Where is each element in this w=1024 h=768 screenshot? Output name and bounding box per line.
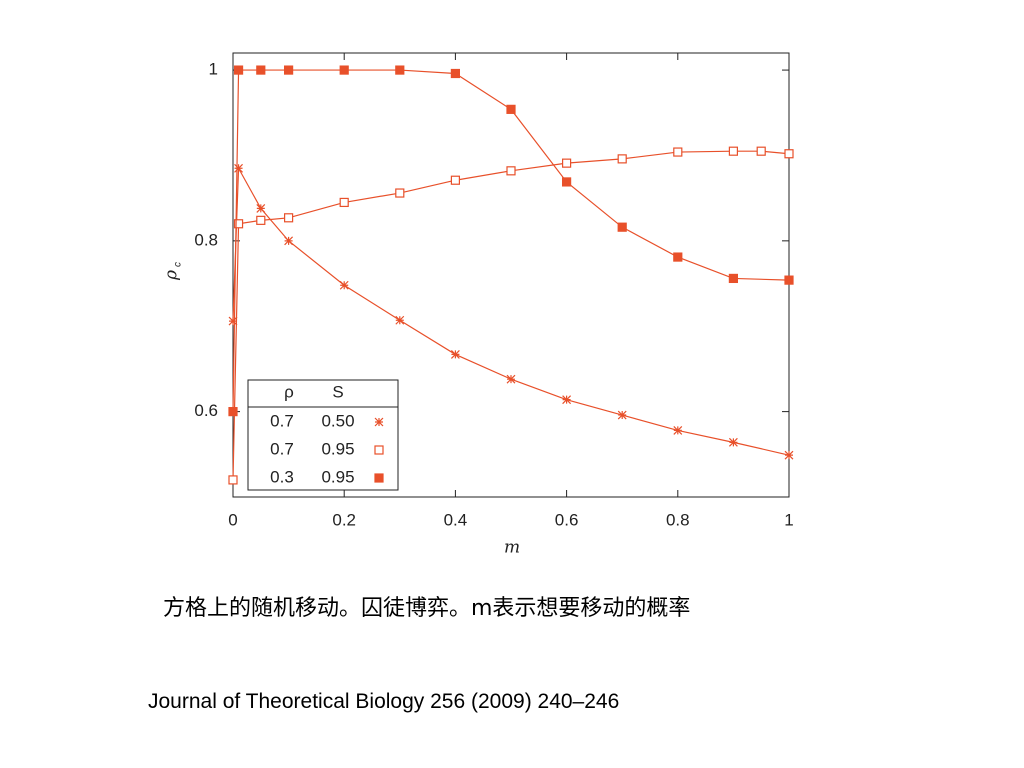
legend-marker [374,417,384,427]
caption: 方格上的随机移动。囚徒博弈。m表示想要移动的概率 [163,596,691,621]
y-axis-label-group: ρ c [162,262,184,281]
marker [256,65,266,75]
marker [228,407,238,417]
marker [234,163,243,173]
legend-rho: 0.7 [270,411,294,430]
legend-marker [374,445,384,455]
x-tick-label: 0.2 [332,510,356,529]
x-tick-label: 0.8 [666,510,690,529]
marker [617,154,627,164]
y-tick-label: 0.8 [194,230,218,249]
y-axis-label: ρ [162,270,182,281]
legend-rho: 0.3 [270,467,294,486]
marker [506,166,516,176]
marker [673,425,683,435]
marker [784,450,794,460]
legend-rho: 0.7 [270,439,294,458]
marker [728,437,738,447]
plot-frame [232,52,790,498]
marker [339,197,349,208]
chart: m ρ c ρ S 0 0.2 0.4 0.6 0.8 1 0.6 0.8 1 0.7 0.50 0.… [162,52,794,558]
marker [784,149,794,159]
marker [284,65,294,75]
legend-s: 0.50 [321,411,354,430]
marker [233,65,244,75]
marker [395,65,405,75]
marker [506,374,516,384]
marker [284,236,294,246]
marker [617,410,627,420]
citation: Journal of Theoretical Biology 256 (2009… [148,690,620,713]
marker [784,275,794,285]
legend-s: 0.95 [321,439,354,458]
x-tick-label: 0 [228,510,237,529]
marker [395,315,405,325]
y-axis-label-sub: c [173,262,184,267]
marker [233,219,244,229]
x-tick-label: 1 [784,510,793,529]
marker [673,147,683,157]
marker [339,65,349,75]
marker [450,349,460,359]
marker [756,146,766,156]
x-tick-label: 0.6 [555,510,579,529]
marker [673,252,683,262]
legend-header: S [332,382,343,401]
marker [562,395,572,405]
legend-header: ρ [284,382,294,401]
x-axis-label: m [504,538,520,558]
legend-box [247,379,399,491]
legend-marker [374,473,384,483]
marker [728,146,739,156]
marker [228,475,238,485]
marker [506,104,516,114]
marker [284,213,294,223]
marker [450,68,460,79]
marker [561,158,572,168]
marker [256,203,266,213]
marker [256,215,266,225]
marker [728,273,739,284]
legend-s: 0.95 [321,467,354,486]
series-line [232,150,790,480]
y-tick-label: 1 [209,60,218,79]
marker [617,222,627,232]
x-tick-label: 0.4 [444,510,468,529]
marker [339,280,349,290]
marker [561,177,572,187]
series-line [232,69,790,412]
marker [450,175,460,185]
marker [228,316,238,326]
marker [395,188,405,198]
y-tick-label: 0.6 [194,401,218,420]
